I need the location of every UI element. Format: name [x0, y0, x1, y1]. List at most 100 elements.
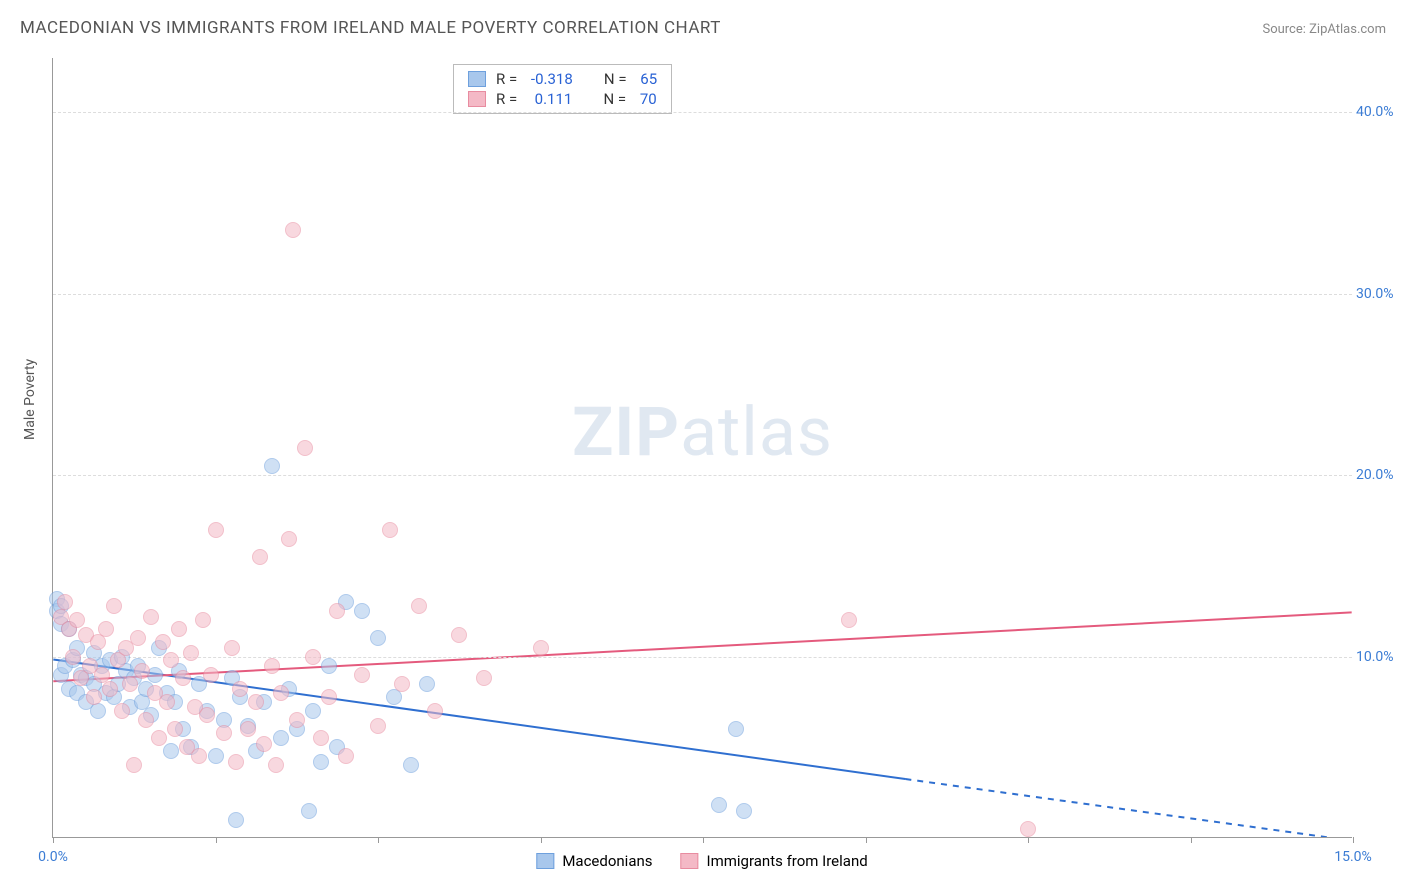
- data-point: [199, 707, 215, 723]
- x-tick: [703, 837, 704, 843]
- data-point: [240, 721, 256, 737]
- data-point: [114, 703, 130, 719]
- data-point: [711, 797, 727, 813]
- x-tick: [53, 837, 54, 843]
- data-point: [256, 736, 272, 752]
- data-point: [208, 522, 224, 538]
- grid-line: [53, 294, 1352, 295]
- data-point: [338, 748, 354, 764]
- series-legend: Macedonians Immigrants from Ireland: [536, 852, 867, 870]
- data-point: [232, 681, 248, 697]
- data-point: [289, 712, 305, 728]
- data-point: [1020, 821, 1036, 837]
- x-tick: [541, 837, 542, 843]
- data-point: [411, 598, 427, 614]
- chart-title: MACEDONIAN VS IMMIGRANTS FROM IRELAND MA…: [20, 18, 721, 38]
- data-point: [297, 440, 313, 456]
- data-point: [155, 634, 171, 650]
- data-point: [264, 458, 280, 474]
- x-tick: [866, 837, 867, 843]
- data-point: [90, 703, 106, 719]
- data-point: [151, 730, 167, 746]
- data-point: [370, 630, 386, 646]
- data-point: [138, 712, 154, 728]
- data-point: [354, 667, 370, 683]
- source-attribution: Source: ZipAtlas.com: [1262, 22, 1386, 37]
- data-point: [451, 627, 467, 643]
- legend-swatch: [468, 91, 486, 107]
- legend-swatch: [536, 853, 554, 869]
- data-point: [313, 730, 329, 746]
- data-point: [329, 603, 345, 619]
- data-point: [102, 681, 118, 697]
- x-tick: [216, 837, 217, 843]
- x-tick-label: 0.0%: [38, 849, 68, 865]
- data-point: [86, 689, 102, 705]
- data-point: [533, 640, 549, 656]
- data-point: [163, 743, 179, 759]
- data-point: [268, 757, 284, 773]
- data-point: [476, 670, 492, 686]
- legend-label: Macedonians: [562, 852, 652, 870]
- stats-row: R = 0.111 N = 70: [468, 89, 657, 109]
- data-point: [252, 549, 268, 565]
- data-point: [191, 748, 207, 764]
- data-point: [305, 649, 321, 665]
- x-tick: [378, 837, 379, 843]
- data-point: [183, 645, 199, 661]
- watermark: ZIPatlas: [572, 392, 833, 472]
- data-point: [134, 663, 150, 679]
- grid-line: [53, 475, 1352, 476]
- data-point: [264, 658, 280, 674]
- data-point: [94, 667, 110, 683]
- legend-item: Immigrants from Ireland: [681, 852, 868, 870]
- data-point: [195, 612, 211, 628]
- data-point: [301, 803, 317, 819]
- data-point: [175, 670, 191, 686]
- data-point: [728, 721, 744, 737]
- data-point: [321, 658, 337, 674]
- data-point: [321, 689, 337, 705]
- data-point: [224, 640, 240, 656]
- data-point: [69, 612, 85, 628]
- data-point: [313, 754, 329, 770]
- y-axis-label: Male Poverty: [22, 359, 38, 440]
- scatter-chart: ZIPatlas R = -0.318 N = 65R = 0.111 N = …: [52, 58, 1352, 838]
- data-point: [130, 630, 146, 646]
- data-point: [228, 754, 244, 770]
- data-point: [273, 685, 289, 701]
- data-point: [171, 621, 187, 637]
- data-point: [370, 718, 386, 734]
- data-point: [228, 812, 244, 828]
- x-tick: [1028, 837, 1029, 843]
- data-point: [57, 594, 73, 610]
- data-point: [382, 522, 398, 538]
- data-point: [126, 757, 142, 773]
- data-point: [354, 603, 370, 619]
- x-tick: [1353, 837, 1354, 843]
- data-point: [159, 694, 175, 710]
- legend-item: Macedonians: [536, 852, 652, 870]
- grid-line: [53, 112, 1352, 113]
- legend-label: Immigrants from Ireland: [707, 852, 868, 870]
- x-tick-label: 15.0%: [1334, 849, 1372, 865]
- legend-swatch: [681, 853, 699, 869]
- y-tick-label: 40.0%: [1356, 104, 1406, 120]
- data-point: [281, 531, 297, 547]
- data-point: [163, 652, 179, 668]
- data-point: [106, 598, 122, 614]
- data-point: [419, 676, 435, 692]
- data-point: [98, 621, 114, 637]
- stats-legend-box: R = -0.318 N = 65R = 0.111 N = 70: [453, 64, 672, 114]
- data-point: [208, 748, 224, 764]
- data-point: [65, 649, 81, 665]
- data-point: [248, 694, 264, 710]
- data-point: [167, 721, 183, 737]
- y-tick-label: 20.0%: [1356, 467, 1406, 483]
- data-point: [285, 222, 301, 238]
- grid-line: [53, 657, 1352, 658]
- data-point: [203, 667, 219, 683]
- data-point: [305, 703, 321, 719]
- legend-swatch: [468, 71, 486, 87]
- source-link[interactable]: ZipAtlas.com: [1309, 22, 1386, 37]
